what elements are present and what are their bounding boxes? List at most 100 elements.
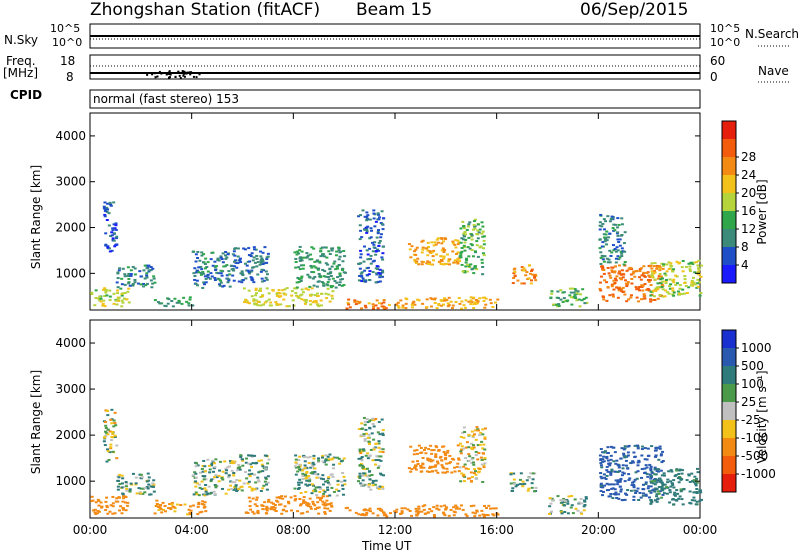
velocity-data-cell	[296, 470, 300, 473]
velocity-data-cell	[273, 506, 277, 509]
power-data-cell	[364, 280, 368, 283]
power-data-cell	[598, 287, 602, 290]
power-data-cell	[317, 267, 321, 270]
velocity-data-cell	[303, 501, 307, 504]
power-data-cell	[602, 236, 606, 239]
power-data-cell	[462, 235, 466, 238]
velocity-data-cell	[246, 482, 250, 485]
power-colorbar-segment	[722, 157, 736, 175]
velocity-data-cell	[308, 477, 312, 480]
velocity-data-cell	[257, 480, 261, 483]
velocity-data-cell	[213, 466, 217, 469]
velocity-data-cell	[599, 459, 603, 462]
velocity-data-cell	[318, 496, 322, 499]
power-data-cell	[690, 279, 694, 282]
power-data-cell	[676, 290, 680, 293]
velocity-data-cell	[227, 488, 231, 491]
power-data-cell	[265, 258, 269, 261]
velocity-data-cell	[226, 466, 230, 469]
velocity-data-cell	[204, 483, 208, 486]
velocity-data-cell	[378, 472, 382, 475]
power-data-cell	[420, 260, 424, 263]
power-data-cell	[313, 300, 317, 303]
power-data-cell	[216, 257, 220, 260]
velocity-data-cell	[343, 479, 347, 482]
power-data-cell	[473, 301, 477, 304]
power-data-cell	[98, 295, 102, 298]
power-data-cell	[198, 259, 202, 262]
velocity-colorbar-segment	[722, 402, 736, 420]
power-data-cell	[376, 230, 380, 233]
power-data-cell	[287, 305, 291, 308]
velocity-data-cell	[289, 509, 293, 512]
power-data-cell	[299, 277, 303, 280]
power-data-cell	[642, 271, 646, 274]
velocity-data-cell	[550, 497, 554, 500]
velocity-data-cell	[512, 482, 516, 485]
power-data-cell	[480, 232, 484, 235]
power-data-cell	[247, 302, 251, 305]
power-data-cell	[569, 291, 573, 294]
power-data-cell	[337, 258, 341, 261]
power-data-cell	[462, 234, 466, 237]
velocity-data-cell	[247, 462, 251, 465]
velocity-data-cell	[324, 458, 328, 461]
power-data-cell	[447, 304, 451, 307]
power-data-cell	[202, 261, 206, 264]
velocity-data-cell	[325, 495, 329, 498]
power-data-cell	[117, 299, 121, 302]
power-data-cell	[493, 301, 497, 304]
velocity-data-cell	[443, 458, 447, 461]
power-data-cell	[582, 297, 586, 300]
velocity-data-cell	[514, 485, 518, 488]
velocity-data-cell	[492, 507, 496, 510]
y-tick-label: 3000	[55, 382, 86, 396]
velocity-data-cell	[452, 514, 456, 517]
power-data-cell	[381, 228, 385, 231]
velocity-data-cell	[138, 491, 142, 494]
power-data-cell	[292, 304, 296, 307]
velocity-data-cell	[443, 504, 447, 507]
power-data-cell	[371, 271, 375, 274]
power-data-cell	[297, 266, 301, 269]
velocity-data-cell	[365, 475, 369, 478]
velocity-data-cell	[444, 507, 448, 510]
velocity-data-cell	[328, 458, 332, 461]
power-data-cell	[613, 277, 617, 280]
power-data-cell	[101, 288, 105, 291]
power-data-cell	[126, 266, 130, 269]
velocity-data-cell	[453, 466, 457, 469]
velocity-data-cell	[602, 473, 606, 476]
power-data-cell	[206, 261, 210, 264]
power-data-cell	[378, 280, 382, 283]
velocity-data-cell	[125, 489, 129, 492]
power-data-cell	[688, 265, 692, 268]
velocity-data-cell	[655, 500, 659, 503]
velocity-data-cell	[311, 465, 315, 468]
velocity-data-cell	[565, 498, 569, 501]
velocity-data-cell	[530, 486, 534, 489]
power-data-cell	[317, 305, 321, 308]
velocity-data-cell	[128, 490, 132, 493]
power-data-cell	[299, 279, 303, 282]
velocity-data-cell	[452, 458, 456, 461]
velocity-data-cell	[479, 456, 483, 459]
velocity-data-cell	[317, 460, 321, 463]
power-data-cell	[125, 298, 129, 301]
velocity-data-cell	[442, 451, 446, 454]
velocity-data-cell	[371, 459, 375, 462]
power-data-cell	[601, 266, 605, 269]
power-data-cell	[378, 274, 382, 277]
power-data-cell	[477, 231, 481, 234]
velocity-data-cell	[559, 511, 563, 514]
velocity-data-cell	[230, 488, 234, 491]
power-data-cell	[634, 286, 638, 289]
power-data-cell	[646, 287, 650, 290]
power-data-cell	[469, 243, 473, 246]
power-data-cell	[571, 287, 575, 290]
power-data-cell	[468, 247, 472, 250]
power-data-cell	[113, 245, 117, 248]
power-data-cell	[312, 271, 316, 274]
power-data-cell	[233, 259, 237, 262]
power-data-cell	[248, 260, 252, 263]
